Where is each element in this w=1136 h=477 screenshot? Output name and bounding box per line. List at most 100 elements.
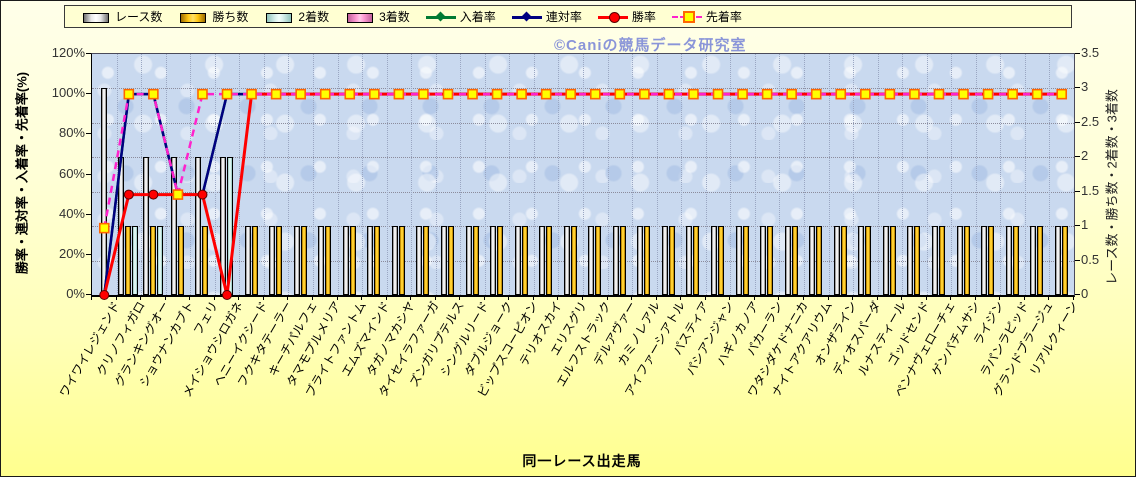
marker-先着率: [614, 88, 626, 100]
x-axis-tickmark: [655, 296, 657, 300]
gridline-vertical: [902, 54, 904, 295]
legend-label: 連対率: [545, 10, 582, 24]
legend-item-3着数: 3着数: [345, 6, 410, 27]
gridline-vertical: [362, 54, 364, 295]
bar-レース数: [440, 226, 447, 295]
legend-icon-先着率: [671, 10, 702, 23]
right-axis-tickmark: [1075, 53, 1080, 54]
right-axis-tick-label: 1.5: [1081, 182, 1100, 198]
bar-2着数: [156, 226, 163, 295]
x-axis-tickmark: [1048, 296, 1050, 300]
right-axis-tickmark: [1075, 156, 1080, 158]
bar-レース数: [833, 226, 840, 295]
marker-先着率: [98, 222, 110, 234]
legend-icon-入着率: [425, 11, 456, 23]
bar-勝ち数: [521, 226, 528, 295]
legend-item-勝ち数: 勝ち数: [178, 6, 248, 27]
right-axis-tick-label: 3.5: [1081, 45, 1100, 60]
x-axis-tickmark: [238, 296, 240, 300]
marker-先着率: [418, 88, 429, 100]
gridline-vertical: [509, 54, 511, 295]
bar-レース数: [244, 226, 251, 295]
legend-label: 入着率: [459, 10, 496, 24]
gridline-vertical: [190, 54, 192, 295]
gridline-vertical: [926, 54, 928, 295]
left-axis-title: 勝率・連対率・入着率・先着率(%): [14, 71, 30, 275]
legend-marker: [682, 10, 695, 23]
marker-先着率: [319, 88, 331, 100]
bar-レース数: [956, 226, 963, 295]
right-axis-tickmark: [1075, 294, 1080, 295]
legend-label: 勝ち数: [212, 10, 249, 24]
gridline-vertical: [214, 54, 216, 295]
bar-レース数: [637, 226, 644, 295]
legend-label: 3着数: [379, 10, 410, 24]
gridline-vertical: [141, 54, 143, 295]
bar-勝ち数: [472, 226, 479, 295]
line-series-overlay: [98, 88, 1068, 300]
marker-先着率: [565, 88, 577, 100]
legend-label: 勝率: [631, 10, 656, 24]
bar-勝ち数: [1061, 226, 1068, 295]
x-axis-tickmark: [631, 296, 633, 300]
line-先着率: [103, 92, 1062, 229]
bar-レース数: [1005, 226, 1012, 295]
x-axis-tickmark: [483, 296, 485, 300]
left-axis-tickmark: [86, 133, 91, 135]
bar-勝ち数: [374, 226, 381, 295]
legend-icon-勝ち数: [178, 11, 208, 23]
x-axis-tickmark: [140, 296, 142, 300]
marker-先着率: [688, 88, 699, 100]
x-axis-tickmark: [91, 296, 92, 300]
marker-先着率: [712, 88, 724, 100]
bar-勝ち数: [570, 226, 577, 295]
bar-勝ち数: [816, 226, 823, 295]
bar-レース数: [391, 226, 398, 295]
bar-勝ち数: [349, 226, 356, 295]
marker-先着率: [270, 88, 282, 100]
legend-label: レース数: [115, 10, 163, 24]
marker-先着率: [516, 88, 527, 100]
bar-勝ち数: [619, 226, 626, 295]
gridline-vertical: [288, 54, 290, 295]
legend-marker: [521, 11, 532, 21]
right-axis-tick-label: 0: [1081, 286, 1089, 301]
x-axis-tickmark: [925, 296, 927, 300]
marker-先着率: [639, 88, 650, 100]
marker-先着率: [589, 88, 601, 100]
right-axis-tick-label: 0.5: [1081, 251, 1100, 267]
x-axis-tickmark: [459, 296, 461, 300]
bar-レース数: [612, 226, 619, 295]
marker-先着率: [761, 88, 773, 100]
line-勝率: [102, 92, 1062, 296]
x-axis-tickmark: [999, 296, 1001, 300]
gridline-vertical: [411, 54, 413, 295]
gridline-vertical: [730, 54, 732, 295]
bar-勝ち数: [325, 226, 332, 295]
marker-先着率: [221, 88, 233, 100]
bar-勝ち数: [423, 226, 430, 295]
right-axis-tick-label: 2: [1081, 148, 1089, 164]
bar-勝ち数: [447, 226, 454, 295]
chart-legend: レース数 勝ち数 2着数 3着数 入着率 連対率 勝率 先着率: [64, 5, 1072, 28]
legend-item-連対率: 連対率: [511, 6, 582, 27]
legend-marker: [608, 11, 620, 23]
right-axis-tickmark: [1075, 190, 1080, 192]
bar-勝ち数: [840, 226, 847, 295]
marker-勝率: [148, 189, 159, 200]
legend-bar-swatch: [266, 12, 293, 23]
bar-レース数: [760, 226, 767, 295]
x-axis-tickmark: [385, 296, 387, 300]
marker-先着率: [958, 88, 969, 100]
bar-レース数: [465, 226, 472, 295]
bar-勝ち数: [1012, 226, 1019, 295]
bar-勝ち数: [767, 226, 774, 295]
right-axis-tickmark: [1075, 121, 1080, 123]
bar-勝ち数: [149, 226, 156, 295]
marker-先着率: [369, 88, 380, 100]
left-axis-tick-label: 60%: [58, 165, 85, 181]
marker-先着率: [982, 88, 994, 100]
marker-先着率: [540, 88, 552, 100]
x-axis-tickmark: [778, 296, 780, 300]
